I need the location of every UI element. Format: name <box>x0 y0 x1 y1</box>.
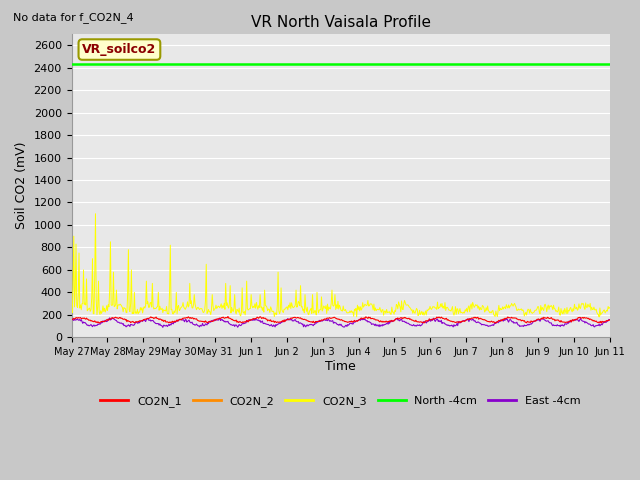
Legend: CO2N_1, CO2N_2, CO2N_3, North -4cm, East -4cm: CO2N_1, CO2N_2, CO2N_3, North -4cm, East… <box>96 391 585 411</box>
Text: VR_soilco2: VR_soilco2 <box>83 43 157 56</box>
Y-axis label: Soil CO2 (mV): Soil CO2 (mV) <box>15 142 28 229</box>
Text: No data for f_CO2N_4: No data for f_CO2N_4 <box>13 12 133 23</box>
X-axis label: Time: Time <box>325 360 356 373</box>
Title: VR North Vaisala Profile: VR North Vaisala Profile <box>251 15 431 30</box>
